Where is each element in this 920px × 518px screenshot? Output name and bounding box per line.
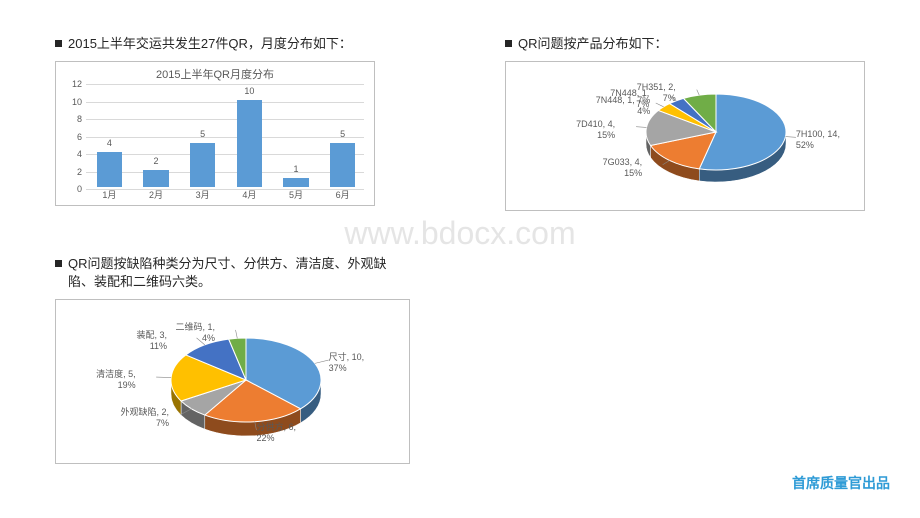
- bar: 10: [237, 100, 263, 188]
- pie-chart-defect: 尺寸, 10,37% 分供方, 6,22% 外观缺陷, 2,7% 清洁度, 5,19%…: [55, 299, 410, 464]
- heading-text: QR问题按产品分布如下：: [518, 35, 668, 53]
- section-defect: QR问题按缺陷种类分为尺寸、分供方、清洁度、外观缺陷、装配和二维码六类。 尺寸,…: [55, 255, 475, 464]
- heading-text: QR问题按缺陷种类分为尺寸、分供方、清洁度、外观缺陷、装配和二维码六类。: [68, 255, 398, 291]
- x-tick-label: 2月: [149, 188, 163, 201]
- y-tick-label: 8: [64, 114, 82, 124]
- bar-chart-title: 2015上半年QR月度分布: [56, 62, 374, 82]
- bar: 2: [143, 170, 169, 188]
- x-tick-label: 1月: [102, 188, 116, 201]
- pie-slice-label: 二维码, 1,4%: [176, 322, 216, 344]
- y-tick-label: 6: [64, 132, 82, 142]
- y-tick-label: 10: [64, 97, 82, 107]
- x-tick-label: 3月: [196, 188, 210, 201]
- bar: 5: [330, 143, 356, 187]
- section-product: QR问题按产品分布如下： 7H100, 14,52% 7G033, 4,15% 7D…: [505, 35, 885, 211]
- bar: 5: [190, 143, 216, 187]
- bar-value-label: 10: [237, 86, 263, 96]
- bar-plot-area: 02468101241月22月53月104月15月56月: [86, 84, 364, 187]
- bar-value-label: 1: [283, 164, 309, 174]
- y-tick-label: 12: [64, 79, 82, 89]
- pie-slice-label: 7D410, 4,15%: [576, 119, 615, 141]
- pie-slice-label: 7G033, 4,15%: [603, 157, 643, 179]
- watermark: www.bdocx.com: [344, 215, 575, 252]
- heading-text: 2015上半年交运共发生27件QR，月度分布如下：: [68, 35, 352, 53]
- bar-value-label: 5: [330, 129, 356, 139]
- bar-value-label: 2: [143, 156, 169, 166]
- bar-value-label: 5: [190, 129, 216, 139]
- pie-slice-label: 外观缺陷, 2,7%: [121, 407, 170, 429]
- bullet-icon: [505, 40, 512, 47]
- y-tick-label: 0: [64, 184, 82, 194]
- bar-chart: 2015上半年QR月度分布 02468101241月22月53月104月15月5…: [55, 61, 375, 206]
- bullet-icon: [55, 40, 62, 47]
- heading-monthly: 2015上半年交运共发生27件QR，月度分布如下：: [55, 35, 435, 53]
- x-tick-label: 4月: [242, 188, 256, 201]
- x-tick-label: 5月: [289, 188, 303, 201]
- bar-value-label: 4: [97, 138, 123, 148]
- y-tick-label: 2: [64, 167, 82, 177]
- pie-chart-product: 7H100, 14,52%7G033, 4,15%7D410, 4,15%7N4…: [505, 61, 865, 211]
- bar: 4: [97, 152, 123, 187]
- pie-slice-label: 分供方, 6,22%: [256, 422, 296, 444]
- heading-defect: QR问题按缺陷种类分为尺寸、分供方、清洁度、外观缺陷、装配和二维码六类。: [55, 255, 475, 291]
- footer-brand: 首席质量官出品: [792, 473, 890, 493]
- section-monthly: 2015上半年交运共发生27件QR，月度分布如下： 2015上半年QR月度分布 …: [55, 35, 435, 206]
- heading-product: QR问题按产品分布如下：: [505, 35, 885, 53]
- pie-slice-label: 尺寸, 10,37%: [329, 352, 365, 374]
- pie-area: 尺寸, 10,37% 分供方, 6,22% 外观缺陷, 2,7% 清洁度, 5,19%…: [56, 300, 409, 463]
- pie-slice-label: 7H100, 14,52%: [796, 129, 840, 151]
- pie-area: 7H100, 14,52%7G033, 4,15%7D410, 4,15%7N4…: [506, 62, 864, 210]
- pie-slice-label: 7H351, 2,7%: [637, 82, 676, 104]
- x-tick-label: 6月: [336, 188, 350, 201]
- pie-slice-label: 装配, 3,11%: [137, 330, 168, 352]
- bar: 1: [283, 178, 309, 187]
- pie-slice-label: 清洁度, 5,19%: [96, 369, 136, 391]
- bullet-icon: [55, 260, 62, 267]
- y-tick-label: 4: [64, 149, 82, 159]
